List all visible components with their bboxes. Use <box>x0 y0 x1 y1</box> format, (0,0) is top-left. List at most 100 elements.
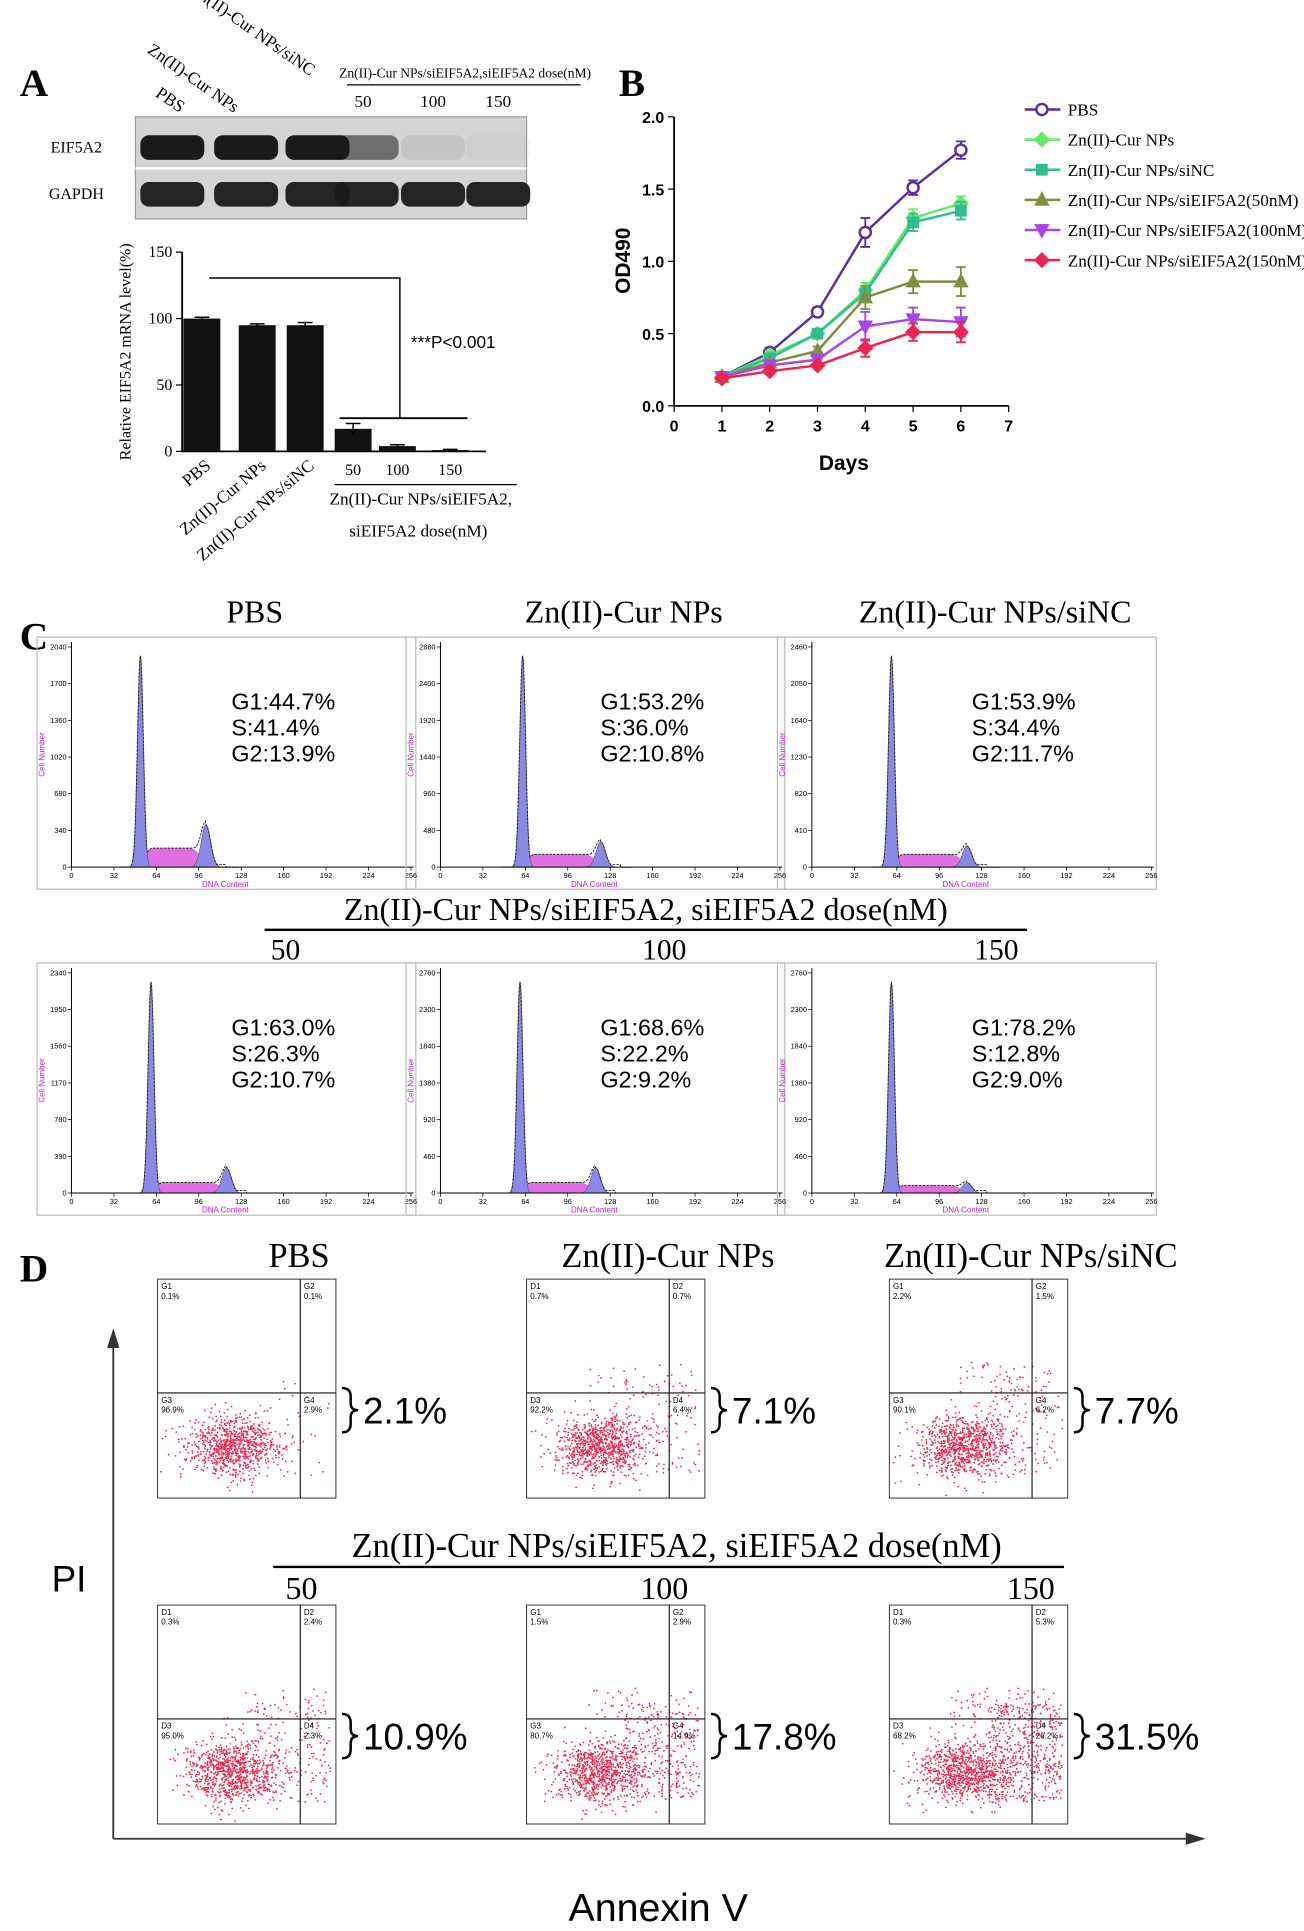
brace <box>710 1386 728 1434</box>
band <box>140 182 205 207</box>
plot-frame <box>526 1604 706 1825</box>
x-tick-label: 160 <box>1018 1197 1030 1206</box>
x-tick-label: 96 <box>195 871 203 880</box>
plot-frame <box>157 1278 337 1499</box>
histogram-s <box>522 854 601 868</box>
brace <box>710 1712 728 1760</box>
quadrant-name: D4 <box>1036 1722 1047 1731</box>
quadrant-name: G4 <box>673 1722 684 1731</box>
quadrant-name: G2 <box>304 1282 315 1291</box>
event-dots <box>169 1688 332 1823</box>
y-tick-label: 460 <box>423 1152 435 1161</box>
plot-frame <box>526 1278 706 1499</box>
lane-label: Zn(II)-Cur NPs/siNC <box>188 0 319 80</box>
x-tick-label: 150 <box>438 462 462 479</box>
apoptotic-rate: 2.1% <box>363 1391 447 1432</box>
x-tick-label: 2 <box>765 419 774 436</box>
y-tick-label: 780 <box>54 1115 66 1124</box>
x-tick-label: 4 <box>861 419 870 436</box>
point <box>955 204 967 217</box>
x-tick-label: 32 <box>850 1197 858 1206</box>
histogram-g1 <box>509 655 537 868</box>
quadrant-value: 1.5% <box>530 1618 548 1627</box>
y-tick-label: 1640 <box>791 716 807 725</box>
quadrant-name: G4 <box>304 1396 315 1405</box>
y-tick-label: 1700 <box>50 679 66 688</box>
dose-title: Zn(II)-Cur NPs/siEIF5A2,siEIF5A2 dose(nM… <box>339 65 591 81</box>
y-tick-label: 1560 <box>50 1042 66 1051</box>
plot-frame <box>888 1278 1069 1499</box>
band <box>214 182 279 207</box>
x-tick-label: 256 <box>774 1197 786 1206</box>
series-line <box>721 209 962 379</box>
histogram-g2 <box>584 841 617 868</box>
histogram-s <box>520 1182 596 1194</box>
y-tick-label: 2040 <box>50 642 66 651</box>
significance-bracket <box>209 277 401 419</box>
x-tick-label: 64 <box>152 1197 160 1206</box>
y-tick-label: 2880 <box>419 642 435 651</box>
y-tick-label: 1920 <box>419 716 435 725</box>
group-title: Zn(II)-Cur NPs/siEIF5A2, siEIF5A2 dose(n… <box>352 1527 1002 1565</box>
y-axis-label: PI <box>52 1559 87 1600</box>
panel-label: C <box>20 614 48 658</box>
quadrant-value: 2.2% <box>893 1292 911 1301</box>
panel-label: D <box>20 1247 48 1291</box>
panel-label: A <box>20 61 49 105</box>
band <box>285 135 350 160</box>
point <box>761 363 778 380</box>
y-axis-label: Cell Number <box>778 732 787 777</box>
x-tick-label: 32 <box>850 871 858 880</box>
x-tick-label: 256 <box>405 871 417 880</box>
x-tick-label: 128 <box>975 871 987 880</box>
apoptotic-rate: 7.1% <box>732 1391 816 1432</box>
phase-stat: G2:9.0% <box>972 1066 1063 1092</box>
y-tick-label: 2400 <box>419 679 435 688</box>
point <box>811 327 824 340</box>
brace <box>341 1386 359 1434</box>
x-tick-label: 128 <box>975 1197 987 1206</box>
y-tick-label: 0 <box>803 1188 807 1197</box>
x-axis-label: DNA Content <box>202 880 249 889</box>
y-tick-label: 1.0 <box>642 255 664 272</box>
x-tick-label: 32 <box>110 1197 118 1206</box>
x-tick-label: 192 <box>1060 871 1072 880</box>
y-tick-label: 0.0 <box>642 399 664 416</box>
y-tick-label: 100 <box>148 310 172 327</box>
y-tick-label: 680 <box>54 789 66 798</box>
x-axis-label: DNA Content <box>202 1206 249 1215</box>
y-tick-label: 0 <box>62 1188 66 1197</box>
quadrant-name: G1 <box>893 1282 904 1291</box>
y-tick-label: 0 <box>431 863 435 872</box>
x-tick-label: 192 <box>320 871 332 880</box>
event-dots <box>893 1687 1064 1814</box>
apoptotic-rate: 7.7% <box>1095 1391 1179 1432</box>
quadrant-name: D2 <box>1036 1608 1047 1617</box>
annexin-arrow <box>1185 1832 1206 1845</box>
panel-title: PBS <box>226 594 283 629</box>
band <box>401 135 466 160</box>
phase-stat: G2:10.7% <box>231 1066 335 1092</box>
x-tick-label: 128 <box>604 871 616 880</box>
panel-title: Zn(II)-Cur NPs <box>525 594 723 629</box>
y-tick-label: 150 <box>148 244 172 261</box>
band <box>466 135 530 160</box>
bar <box>183 318 221 452</box>
y-axis-label: Cell Number <box>778 1058 787 1103</box>
row-label: GAPDH <box>49 186 104 203</box>
event-dots <box>533 1687 701 1820</box>
x-axis-label: DNA Content <box>942 1206 989 1215</box>
y-tick-label: 460 <box>795 1152 807 1161</box>
x-tick-label: PBS <box>179 456 215 490</box>
y-tick-label: 1360 <box>50 716 66 725</box>
phase-stat: G1:53.9% <box>972 689 1076 715</box>
brace <box>1073 1386 1090 1434</box>
quadrant-value: 1.5% <box>1036 1292 1054 1301</box>
plot-frame <box>888 1604 1069 1825</box>
point <box>905 313 921 328</box>
quadrant-value: 0.1% <box>161 1292 179 1301</box>
error-bar <box>390 444 405 448</box>
y-tick-label: 1840 <box>791 1042 807 1051</box>
y-tick-label: 2050 <box>791 679 807 688</box>
point <box>857 340 874 357</box>
